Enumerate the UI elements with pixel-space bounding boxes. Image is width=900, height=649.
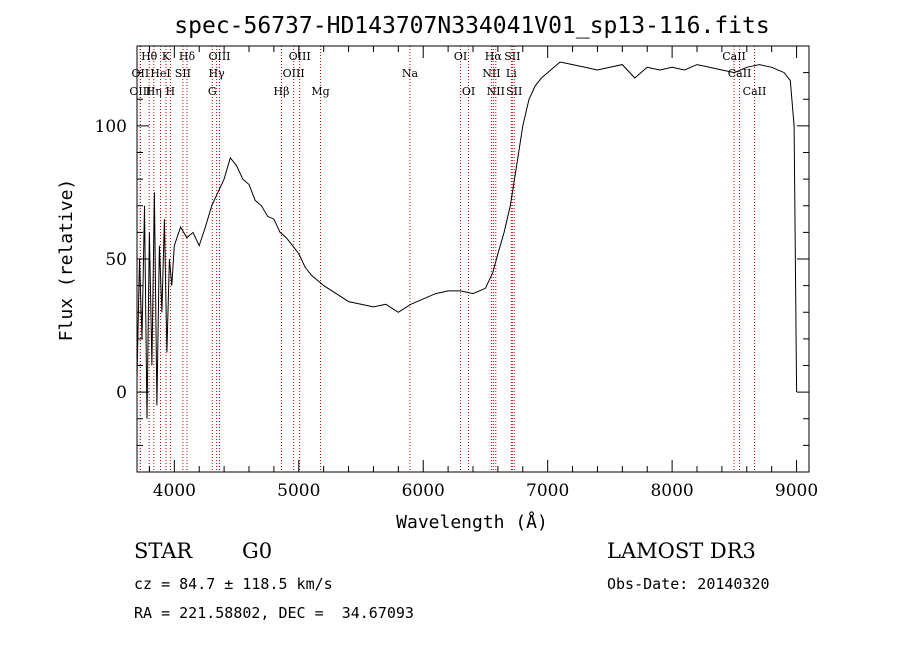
x-tick-label: 4000: [153, 481, 196, 501]
survey-name: LAMOST DR3: [607, 539, 756, 563]
spectral-line-label: OIII: [289, 50, 311, 63]
spectral-line-label: Hγ: [209, 67, 226, 80]
redshift-readout: cz = 84.7 ± 118.5 km/s: [134, 575, 333, 593]
plot-frame: [136, 45, 810, 473]
spectral-line-label: G: [208, 85, 217, 98]
spectral-line-label: SII: [504, 50, 520, 63]
spectral-lines: [139, 46, 755, 472]
spectral-line-label: OII: [132, 67, 150, 80]
spectral-line-label: OI: [462, 85, 475, 98]
spectral-line-label: NII: [482, 67, 500, 80]
y-axis-label: Flux (relative): [56, 179, 77, 342]
x-tick-label: 9000: [775, 481, 818, 501]
spectral-line-label: SII: [175, 67, 191, 80]
spectral-line-labels: Hθ OII OIII K HeI Hη SII H Hδ OIII Hγ G Hβ OIII OIII Mg…: [129, 50, 766, 98]
y-tick-label: 50: [105, 250, 127, 270]
object-class: STAR: [134, 539, 193, 563]
spectral-line-label: K: [162, 50, 171, 63]
spectral-line-label: NII: [487, 85, 505, 98]
flux-series-line: [136, 61, 798, 419]
spectral-line-label: Hα: [485, 50, 503, 63]
y-tick-label: 100: [95, 117, 127, 137]
spectral-line-label: CaII: [728, 67, 752, 80]
chart-title: spec-56737-HD143707N334041V01_sp13-116.f…: [174, 13, 769, 39]
x-tick-label: 6000: [402, 481, 445, 501]
spectral-line-label: Hη: [146, 85, 162, 98]
spectral-line-label: CaII: [743, 85, 767, 98]
spectral-line-label: OIII: [129, 85, 151, 98]
spectral-line-label: Na: [402, 67, 419, 80]
spectral-line-label: HeI: [150, 67, 170, 80]
coordinates-readout: RA = 221.58802, DEC = 34.67093: [134, 604, 414, 622]
x-tick-label: 8000: [650, 481, 693, 501]
spectral-line-label: OIII: [283, 67, 305, 80]
spectral-line-label: SII: [506, 85, 522, 98]
spectral-line-label: Mg: [311, 85, 329, 98]
spectral-line-label: OI: [454, 50, 467, 63]
spectral-line-label: H: [166, 85, 176, 98]
x-axis-ticks: 4000 5000 6000 7000 8000 9000: [148, 46, 818, 501]
x-axis-label: Wavelength (Å): [396, 511, 548, 533]
x-tick-label: 7000: [526, 481, 569, 501]
spectral-line-label: CaII: [722, 50, 746, 63]
spectral-line-label: Hδ: [179, 50, 196, 63]
object-subclass: G0: [242, 539, 273, 563]
observation-date: Obs-Date: 20140320: [607, 575, 770, 593]
spectral-line-label: OIII: [208, 50, 230, 63]
y-tick-label: 0: [116, 383, 127, 403]
x-tick-label: 5000: [277, 481, 320, 501]
spectral-line-label: Hβ: [274, 85, 290, 98]
y-axis-ticks: 0 50 100: [95, 45, 809, 473]
spectral-line-label: Hθ: [141, 50, 158, 63]
spectral-line-label: Li: [506, 67, 517, 80]
